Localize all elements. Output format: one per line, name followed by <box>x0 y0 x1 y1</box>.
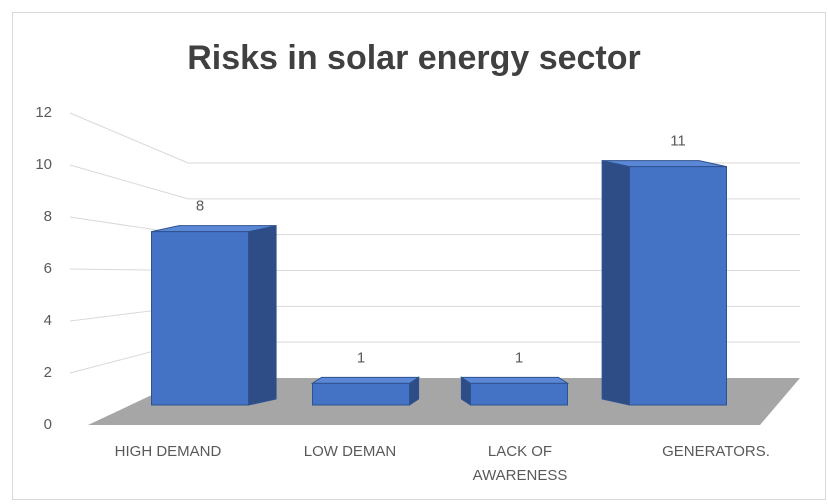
bar <box>459 376 570 406</box>
y-tick-label: 2 <box>44 364 52 381</box>
bar-front <box>629 166 727 406</box>
y-tick-label: 8 <box>44 208 52 225</box>
x-tick-label: HIGH DEMAND <box>114 443 222 460</box>
grid-line <box>69 164 800 200</box>
x-tick-label: GENERATORS. <box>662 443 770 460</box>
bar <box>151 225 277 406</box>
data-label: 1 <box>515 349 523 366</box>
x-tick-label: LACK OF AWARENESS <box>472 443 568 484</box>
y-tick-label: 12 <box>35 104 52 121</box>
chart-title: Risks in solar energy sector <box>187 39 641 77</box>
bar-front <box>470 382 568 406</box>
bar-side <box>601 160 630 406</box>
data-label: 11 <box>670 133 686 150</box>
grid-line <box>69 112 800 164</box>
bar-top <box>459 376 570 384</box>
bar-side <box>248 225 277 406</box>
x-tick-label: LOW DEMAN <box>303 443 397 460</box>
y-tick-label: 4 <box>44 312 52 329</box>
y-tick-label: 0 <box>44 416 52 433</box>
data-label: 8 <box>196 198 204 215</box>
y-tick-label: 6 <box>44 260 52 277</box>
bar-front <box>151 231 249 406</box>
data-label: 1 <box>357 349 365 366</box>
y-tick-label: 10 <box>35 156 52 173</box>
bar <box>601 160 727 406</box>
bar <box>310 376 421 406</box>
bar-front <box>312 382 410 406</box>
bar-top <box>310 376 421 384</box>
